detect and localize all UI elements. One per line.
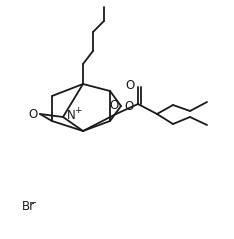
- Text: O: O: [109, 98, 119, 112]
- Text: O: O: [124, 99, 134, 113]
- Text: N: N: [67, 109, 75, 121]
- Text: O: O: [28, 108, 38, 120]
- Text: Br: Br: [22, 201, 35, 213]
- Text: −: −: [29, 198, 37, 208]
- Text: +: +: [74, 105, 82, 114]
- Text: O: O: [125, 78, 135, 92]
